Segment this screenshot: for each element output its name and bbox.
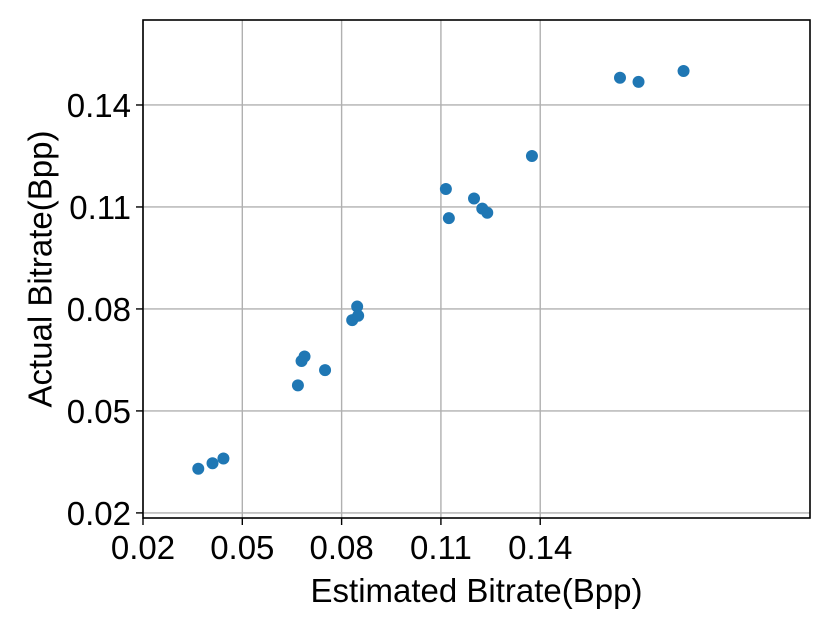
y-tick-label: 0.11 [69, 189, 131, 226]
data-point [351, 300, 364, 313]
data-points [192, 64, 690, 475]
grid-lines [142, 20, 810, 518]
x-tick-label: 0.11 [410, 529, 472, 566]
y-axis-label: Actual Bitrate(Bpp) [22, 131, 59, 408]
data-point [291, 379, 304, 392]
data-point [352, 309, 365, 322]
y-tick-label: 0.08 [67, 291, 131, 328]
y-axis-ticks: 0.02 0.05 0.08 0.11 0.14 [67, 87, 143, 532]
data-point [192, 462, 205, 475]
plot-frame [142, 19, 811, 519]
x-tick-label: 0.08 [309, 529, 373, 566]
x-axis-label: Estimated Bitrate(Bpp) [311, 572, 643, 609]
x-tick-label: 0.05 [210, 529, 274, 566]
x-tick-label: 0.14 [508, 529, 572, 566]
x-axis-ticks: 0.02 0.05 0.08 0.11 0.14 [111, 518, 572, 566]
data-point [481, 206, 494, 219]
x-tick-label: 0.02 [111, 529, 175, 566]
y-tick-label: 0.05 [67, 393, 131, 430]
y-tick-label: 0.14 [67, 87, 131, 124]
data-point [217, 452, 230, 465]
data-point [442, 212, 455, 225]
data-point [206, 457, 219, 470]
data-point [319, 364, 332, 377]
y-tick-label: 0.02 [67, 495, 131, 532]
data-point [439, 182, 452, 195]
data-point [632, 75, 645, 88]
data-point [468, 192, 481, 205]
data-point [298, 350, 311, 363]
data-point [613, 71, 626, 84]
data-point [677, 64, 690, 77]
data-point [525, 149, 538, 162]
